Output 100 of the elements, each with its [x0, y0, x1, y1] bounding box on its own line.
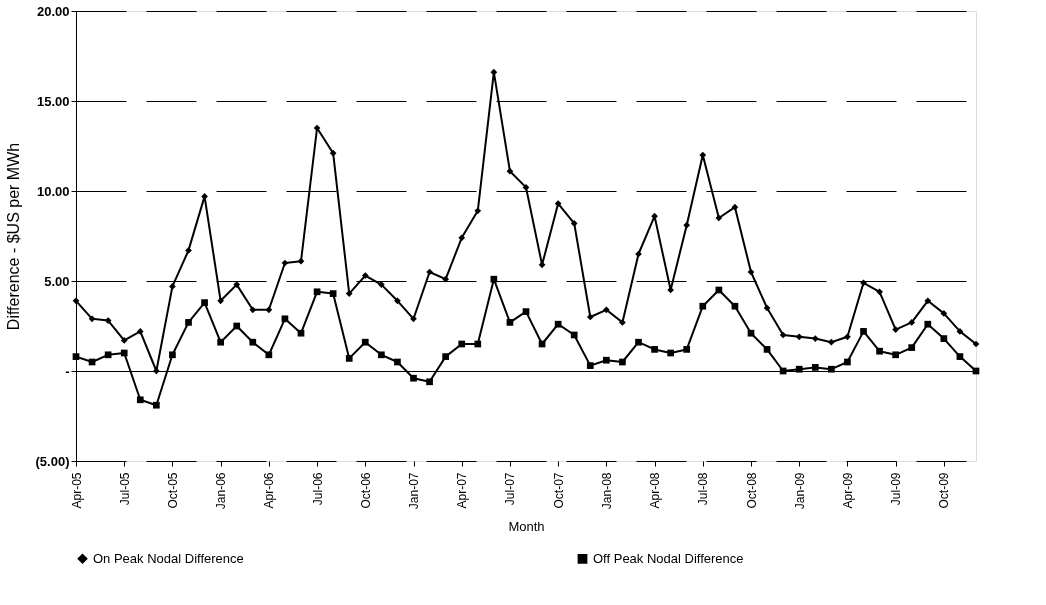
y-tick-label: - [65, 363, 70, 379]
point [956, 328, 964, 335]
point [394, 358, 401, 366]
point [249, 338, 257, 346]
point [619, 358, 626, 366]
point [731, 302, 739, 310]
point [345, 355, 353, 362]
point [458, 340, 466, 348]
point [892, 351, 899, 359]
point [940, 310, 948, 317]
point [667, 349, 674, 357]
y-axis-title: Difference - $US per MWh [4, 142, 22, 331]
point [603, 306, 610, 314]
point [860, 328, 867, 335]
y-tick-label: (5.00) [35, 453, 70, 469]
point [956, 353, 964, 360]
point [329, 290, 337, 297]
x-tick-label: Apr-07 [455, 472, 470, 509]
point [763, 304, 771, 312]
point [426, 378, 433, 386]
point [876, 347, 883, 355]
point [506, 319, 514, 326]
x-tick-label: Oct-05 [165, 472, 180, 509]
point [844, 358, 851, 366]
x-tick-label: Apr-08 [648, 472, 663, 509]
point [136, 396, 144, 404]
point [570, 331, 578, 339]
point [72, 297, 80, 305]
point [88, 315, 96, 323]
legend-label: On Peak Nodal Difference [93, 550, 244, 566]
point [458, 234, 466, 242]
point [972, 340, 980, 348]
point [217, 338, 224, 346]
point [683, 346, 691, 353]
x-tick-label: Oct-09 [937, 472, 952, 509]
x-tick-label: Jul-06 [310, 472, 325, 506]
y-tick-label: 10.00 [36, 183, 70, 199]
point [699, 302, 707, 310]
point [844, 333, 851, 341]
x-axis-title: Month [508, 519, 545, 535]
point [490, 68, 498, 76]
point [876, 288, 883, 296]
point [554, 320, 562, 328]
point [394, 297, 401, 305]
point [795, 365, 803, 373]
point [908, 319, 916, 326]
point [265, 351, 273, 359]
point [699, 151, 707, 159]
point [217, 297, 224, 305]
point [233, 281, 241, 288]
point [828, 365, 835, 373]
point [715, 214, 723, 222]
point [635, 338, 642, 346]
point [169, 283, 176, 290]
point [136, 328, 144, 335]
point [570, 220, 578, 227]
point [249, 306, 257, 314]
point [940, 335, 948, 342]
x-tick-label: Jan-08 [599, 472, 614, 510]
point [153, 367, 160, 375]
y-tick-label: 15.00 [36, 93, 70, 109]
x-tick-label: Oct-06 [358, 472, 373, 509]
x-tick-label: Jul-09 [889, 472, 904, 506]
point [313, 288, 321, 296]
point [361, 272, 369, 279]
point [522, 308, 530, 315]
point [297, 257, 305, 265]
point [120, 349, 128, 357]
point [586, 313, 594, 321]
x-tick-label: Jul-05 [117, 472, 132, 506]
x-tick-label: Oct-07 [551, 472, 566, 509]
point [201, 299, 208, 306]
point [811, 335, 819, 342]
point [892, 326, 899, 333]
x-tick-label: Jan-09 [792, 472, 807, 510]
point [603, 356, 610, 364]
legend-label: Off Peak Nodal Difference [593, 550, 744, 566]
x-tick-label: Apr-09 [840, 472, 855, 509]
point [924, 297, 932, 305]
point [538, 261, 546, 269]
point [281, 315, 289, 323]
y-tick-label: 20.00 [36, 3, 70, 19]
point [731, 203, 739, 211]
point [779, 331, 787, 339]
point [297, 329, 305, 337]
x-tick-label: Jan-07 [407, 472, 421, 510]
point [410, 315, 417, 323]
point [860, 279, 867, 287]
point [924, 320, 932, 328]
point [554, 200, 562, 207]
point [313, 124, 321, 132]
point [281, 259, 289, 267]
point [329, 149, 337, 157]
point [683, 221, 691, 229]
point [747, 268, 755, 276]
y-tick-label: 5.00 [44, 273, 70, 289]
point [378, 281, 385, 288]
point [410, 374, 417, 382]
point [811, 364, 819, 371]
point [201, 193, 208, 200]
